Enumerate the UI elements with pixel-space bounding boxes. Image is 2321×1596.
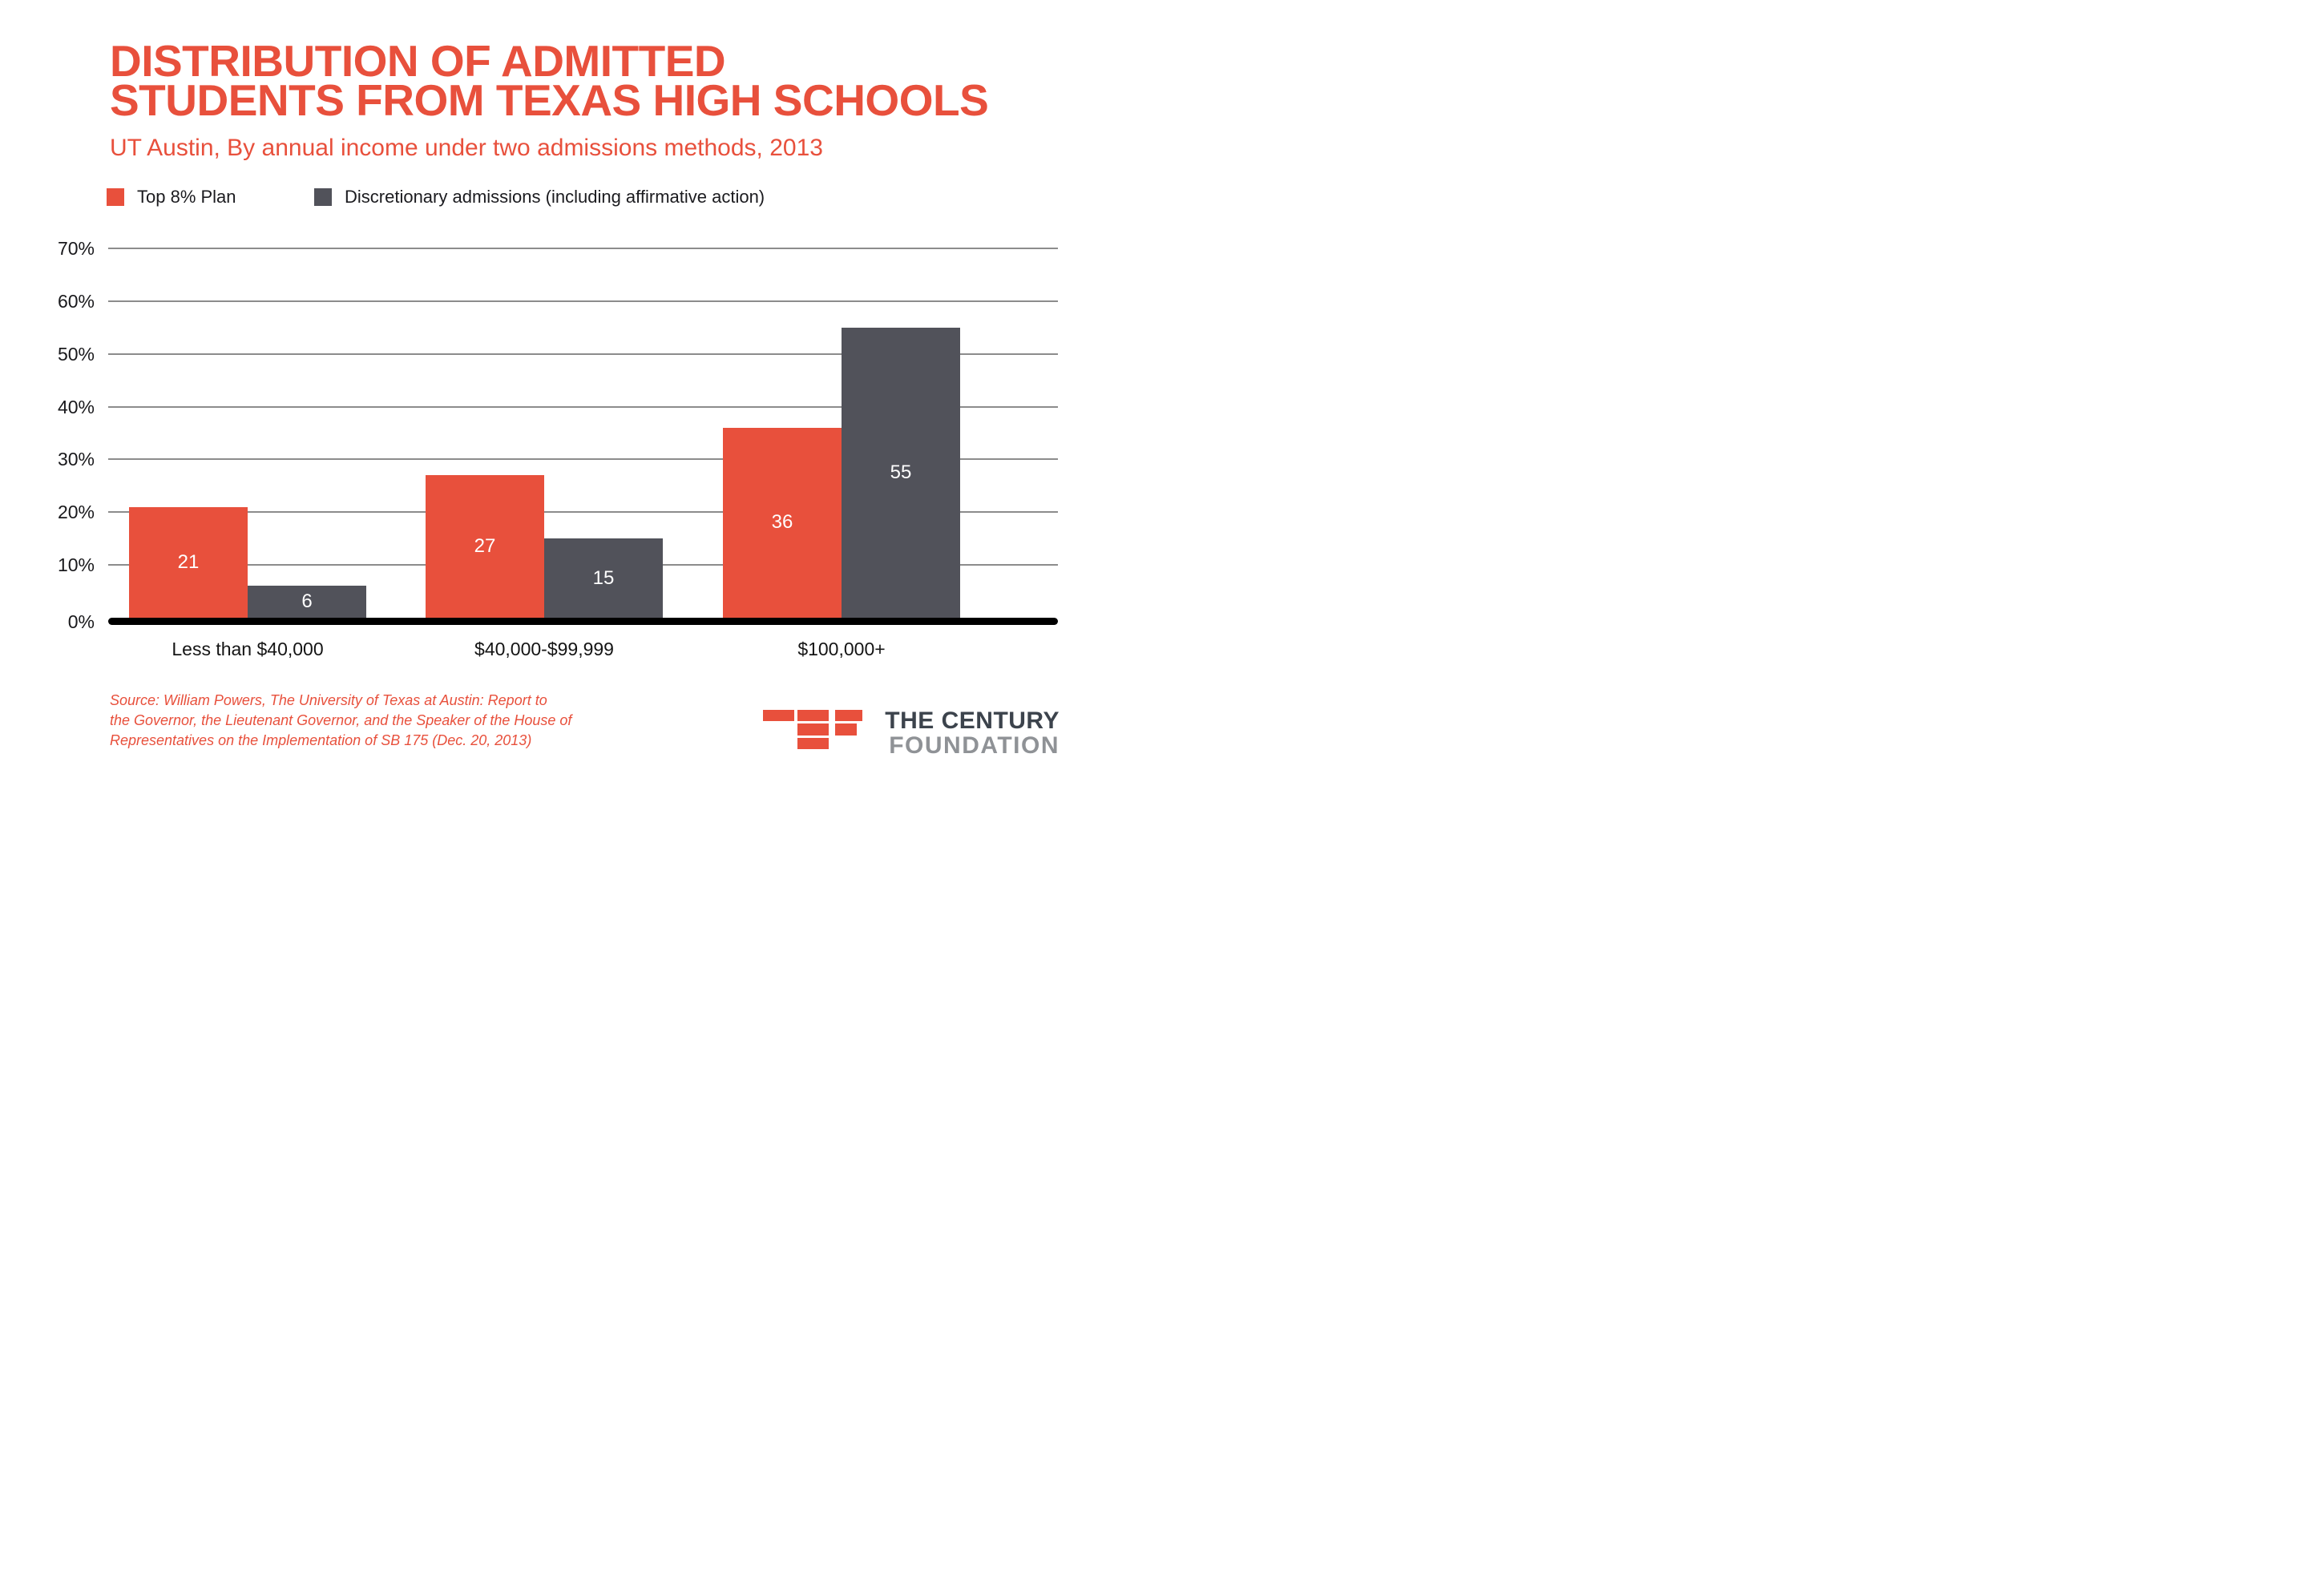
tcf-logo-dash [797, 710, 829, 721]
y-axis-tick-60: 60% [57, 290, 95, 312]
century-foundation-logo: THE CENTURY FOUNDATION [763, 708, 1060, 760]
tcf-logo-icon [763, 710, 862, 750]
legend-item-top8-plan: Top 8% Plan [107, 187, 236, 207]
y-axis-tick-40: 40% [57, 396, 95, 417]
logo-line1: THE CENTURY [885, 707, 1060, 734]
bar-value-label: 36 [771, 511, 793, 534]
chart-title-line2: STUDENTS FROM TEXAS HIGH SCHOOLS [110, 75, 989, 125]
bar-top8-1: 21 [129, 506, 248, 618]
chart-title: DISTRIBUTION OF ADMITTED STUDENTS FROM T… [110, 36, 989, 125]
gridline-40 [108, 405, 1058, 408]
y-axis-tick-50: 50% [57, 343, 95, 365]
logo-line2: FOUNDATION [889, 732, 1060, 759]
x-axis-category-3: $100,000+ [797, 639, 886, 659]
source-note: Source: William Powers, The University o… [110, 691, 571, 751]
bar-chart-plot-area: 70% 60% 50% 40% 30% 20% 10% 0% 21 6 Less than $40,… [0, 0, 1160, 798]
legend-label: Top 8% Plan [137, 187, 236, 207]
x-axis-category-1: Less than $40,000 [172, 639, 324, 659]
legend-swatch-red [107, 188, 124, 206]
tcf-logo-dash [835, 710, 862, 721]
source-line2: the Governor, the Lieutenant Governor, a… [110, 712, 572, 728]
y-axis-tick-70: 70% [57, 238, 95, 259]
bar-value-label: 21 [177, 550, 200, 573]
x-axis-baseline [108, 618, 1058, 625]
y-axis-tick-30: 30% [57, 449, 95, 470]
gridline-30 [108, 458, 1058, 461]
bar-top8-2: 27 [426, 475, 544, 618]
y-axis-tick-20: 20% [57, 502, 95, 523]
chart-subtitle: UT Austin, By annual income under two ad… [110, 135, 823, 161]
source-line1: Source: William Powers, The University o… [110, 692, 547, 708]
bar-discretionary-1: 6 [248, 586, 366, 618]
bar-discretionary-2: 15 [544, 538, 663, 618]
x-axis-category-2: $40,000-$99,999 [474, 639, 614, 659]
gridline-50 [108, 353, 1058, 355]
bar-value-label: 27 [474, 535, 496, 558]
source-line3: Representatives on the Implementation of… [110, 732, 532, 748]
gridline-60 [108, 300, 1058, 302]
legend-swatch-gray [314, 188, 332, 206]
bar-value-label: 15 [592, 566, 615, 589]
bar-discretionary-3: 55 [842, 327, 960, 618]
tcf-logo-dash [797, 723, 829, 736]
logo-wordmark: THE CENTURY FOUNDATION [885, 708, 1060, 758]
chart-title-line1: DISTRIBUTION OF ADMITTED [110, 36, 726, 86]
y-axis-tick-0: 0% [67, 611, 95, 632]
legend-item-discretionary: Discretionary admissions (including affi… [314, 187, 765, 207]
gridline-20 [108, 511, 1058, 514]
y-axis-tick-10: 10% [57, 554, 95, 576]
tcf-logo-dash [835, 723, 857, 736]
gridline-70 [108, 248, 1058, 249]
bar-value-label: 55 [890, 461, 912, 483]
tcf-logo-dash [763, 710, 794, 721]
bar-top8-3: 36 [723, 427, 842, 618]
legend-label: Discretionary admissions (including affi… [345, 187, 765, 207]
tcf-logo-dash [797, 738, 829, 749]
bar-value-label: 6 [301, 590, 313, 613]
